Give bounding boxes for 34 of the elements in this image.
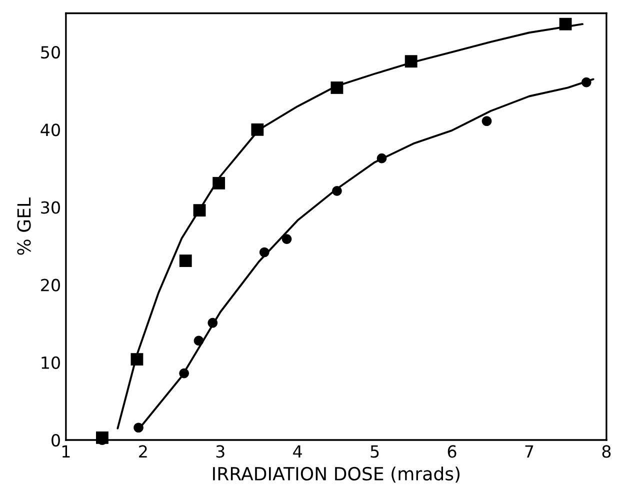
point — [208, 318, 218, 328]
y-axis-title: % GEL — [17, 198, 31, 255]
y-tick-label: 50 — [41, 46, 60, 59]
x-tick-label: 1 — [62, 445, 70, 458]
y-tick-label: 30 — [41, 201, 60, 214]
x-tick-label: 8 — [602, 445, 611, 458]
point — [330, 82, 344, 94]
x-tick-label: 6 — [448, 445, 456, 458]
point — [193, 204, 206, 217]
point — [559, 18, 572, 30]
point — [134, 422, 144, 433]
y-tick-label: 20 — [41, 278, 60, 292]
y-tick-label: 40 — [40, 124, 60, 136]
point — [194, 336, 204, 346]
point — [332, 186, 342, 196]
point — [259, 247, 270, 258]
x-tick-label: 4 — [293, 445, 302, 458]
point — [130, 353, 144, 366]
y-tick-label: 10 — [42, 356, 60, 369]
x-tick-label: 3 — [216, 445, 224, 458]
point — [404, 55, 418, 68]
y-tick-label: 0 — [52, 434, 60, 447]
x-axis-title: IRRADIATION DOSE (mrads) — [213, 466, 460, 483]
point — [376, 153, 387, 164]
x-tick-label: 2 — [139, 445, 147, 458]
x-tick-label: 5 — [370, 445, 379, 458]
point — [179, 254, 192, 267]
point — [581, 77, 592, 88]
point — [179, 368, 189, 378]
point — [212, 176, 226, 190]
point — [482, 116, 492, 126]
point — [251, 123, 264, 136]
x-tick-label: 7 — [525, 445, 534, 458]
point — [282, 234, 292, 244]
